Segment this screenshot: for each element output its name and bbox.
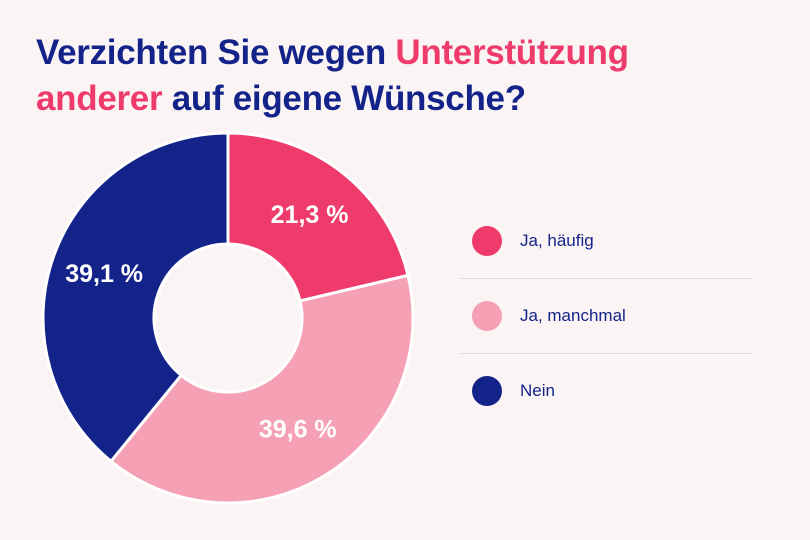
slice-labels: 21,3 % 39,6 % 39,1 % bbox=[65, 201, 348, 444]
legend-label-3: Nein bbox=[520, 381, 555, 400]
legend-swatch-3 bbox=[472, 376, 502, 406]
legend: Ja, häufig Ja, manchmal Nein bbox=[460, 204, 752, 428]
slice-3 bbox=[41, 131, 230, 464]
legend-item-1: Ja, häufig bbox=[460, 204, 752, 279]
title-part-1: Verzichten Sie wegen bbox=[36, 33, 396, 72]
slice-label-3: 39,1 % bbox=[65, 260, 143, 288]
legend-swatch-1 bbox=[472, 226, 502, 256]
title-part-2: auf eigene Wünsche? bbox=[162, 79, 526, 118]
donut-slices bbox=[41, 131, 415, 505]
title-highlight-2: anderer bbox=[36, 79, 163, 118]
slice-2 bbox=[108, 273, 415, 505]
slice-1 bbox=[226, 131, 410, 303]
legend-item-2: Ja, manchmal bbox=[460, 279, 752, 354]
legend-label-2: Ja, manchmal bbox=[520, 306, 626, 325]
slice-label-1: 21,3 % bbox=[271, 201, 349, 229]
legend-swatch-2 bbox=[472, 301, 502, 331]
slice-label-2: 39,6 % bbox=[259, 415, 337, 443]
title-highlight-1: Unterstützung bbox=[395, 33, 629, 72]
legend-label-1: Ja, häufig bbox=[520, 231, 594, 250]
legend-item-3: Nein bbox=[460, 354, 752, 428]
chart-title: Verzichten Sie wegen Unterstützung andere… bbox=[36, 30, 776, 122]
